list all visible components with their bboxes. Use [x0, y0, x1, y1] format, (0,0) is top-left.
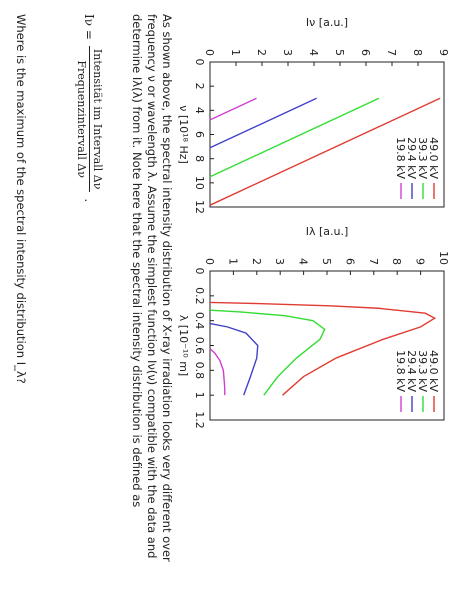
series-line [209, 97, 257, 121]
legend-label: 39.3 kV [416, 350, 429, 392]
legend-label: 19.8 kV [394, 350, 407, 392]
y-tick-label: 2 [255, 49, 268, 56]
denominator: Frequenzintervall Δν [75, 60, 88, 178]
question: Where is the maximum of the spectral int… [14, 14, 28, 384]
legend-label: 19.8 kV [394, 137, 407, 179]
y-tick-label: 8 [411, 49, 424, 56]
plot-frame [209, 61, 445, 208]
y-tick-label: 8 [390, 258, 403, 265]
legend-label: 49.0 kV [427, 350, 440, 392]
legend-label: 29.4 kV [405, 137, 418, 179]
y-axis-label: Iλ [a.u.] [306, 225, 349, 238]
x-tick-label: 0.6 [193, 337, 206, 355]
x-tick-label: 8 [193, 155, 206, 162]
legend-label: 29.4 kV [405, 350, 418, 392]
series-line [209, 309, 326, 396]
x-axis-label: ν [10¹⁸ Hz] [177, 105, 190, 164]
y-tick-label: 4 [297, 258, 310, 265]
y-tick-label: 1 [226, 258, 239, 265]
x-tick-label: 10 [193, 176, 206, 190]
y-tick-label: 6 [359, 49, 372, 56]
series-line [209, 97, 380, 178]
series-line [209, 322, 259, 396]
series-line [209, 348, 226, 396]
formula: Iν = Intensität im Intervall Δν Frequenz… [75, 14, 104, 202]
y-tick-label: 7 [367, 258, 380, 265]
y-tick-label: 10 [437, 251, 450, 265]
x-tick-label: 2 [193, 83, 206, 90]
x-tick-label: 4 [193, 107, 206, 114]
y-tick-label: 3 [281, 49, 294, 56]
x-tick-label: 6 [193, 131, 206, 138]
series-line [209, 97, 441, 206]
y-tick-label: 7 [385, 49, 398, 56]
legend-label: 39.3 kV [416, 137, 429, 179]
y-tick-label: 1 [229, 49, 242, 56]
x-tick-label: 1 [193, 392, 206, 399]
x-axis-label: λ [10⁻¹⁰ m] [177, 315, 190, 376]
y-tick-label: 0 [203, 258, 216, 265]
legend-label: 49.0 kV [427, 137, 440, 179]
y-axis-label: Iν [a.u.] [306, 16, 348, 29]
x-tick-label: 0 [193, 59, 206, 66]
numerator: Intensität im Intervall Δν [89, 45, 104, 193]
formula-lhs: Iν = [82, 14, 97, 40]
y-tick-label: 6 [343, 258, 356, 265]
y-tick-label: 9 [437, 49, 450, 56]
plot-frame [209, 270, 445, 421]
fraction: Intensität im Intervall Δν Frequenzinter… [75, 45, 104, 193]
formula-end: . [82, 198, 97, 203]
x-tick-label: 0.2 [193, 287, 206, 305]
y-tick-label: 3 [273, 258, 286, 265]
y-tick-label: 0 [203, 49, 216, 56]
x-tick-label: 0.8 [193, 362, 206, 380]
x-tick-label: 0 [193, 268, 206, 275]
y-tick-label: 5 [333, 49, 346, 56]
series-line [209, 301, 437, 396]
x-tick-label: 0.4 [193, 312, 206, 330]
x-tick-label: 1.2 [193, 411, 206, 429]
x-tick-label: 12 [193, 200, 206, 214]
y-tick-label: 4 [307, 49, 320, 56]
series-line [209, 97, 317, 149]
paragraph: As shown above, the spectral intensity d… [130, 14, 174, 562]
y-tick-label: 2 [250, 258, 263, 265]
y-tick-label: 9 [414, 258, 427, 265]
y-tick-label: 5 [320, 258, 333, 265]
